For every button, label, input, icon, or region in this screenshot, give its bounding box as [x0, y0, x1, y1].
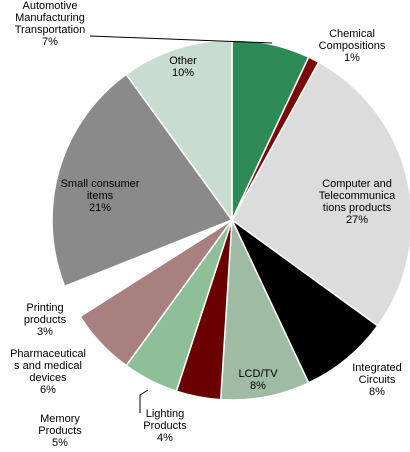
slice-label: Integrated Circuits 8%	[352, 362, 402, 398]
pie-slice	[231, 61, 410, 327]
category-name: Lighting Products	[143, 408, 187, 432]
slice-label: Other 10%	[169, 55, 197, 79]
category-name: Memory Products	[38, 413, 82, 437]
slice-label: Chemical Compositions 1%	[319, 28, 386, 64]
value-label: 8%	[250, 380, 266, 392]
value-label: 7%	[42, 36, 58, 48]
leader-line	[89, 35, 273, 44]
pie-slice	[231, 219, 379, 384]
value-label: 3%	[37, 326, 53, 338]
value-label: 10%	[171, 67, 195, 79]
pie-slice	[51, 73, 234, 288]
category-name: Small consumer items	[60, 178, 140, 202]
slice-label: Pharmaceutical s and medical devices 6%	[10, 348, 86, 396]
value-label: 4%	[157, 432, 173, 444]
value-label: 1%	[344, 52, 360, 64]
value-label: 21%	[88, 202, 112, 214]
category-name: Automotive Manufacturing Transportation	[14, 0, 86, 36]
category-name: Computer and Telecommunica tions product…	[318, 178, 396, 214]
category-name: Printing products	[23, 302, 67, 326]
slice-label: Printing products 3%	[24, 302, 66, 338]
slice-label: Memory Products 5%	[38, 413, 81, 449]
slice-label: Small consumer items 21%	[61, 178, 140, 214]
slice-label: Automotive Manufacturing Transportation 7…	[15, 0, 86, 48]
value-label: 27%	[345, 214, 369, 226]
value-label: 6%	[40, 384, 56, 396]
slice-label: LCD/TV 8%	[238, 368, 277, 392]
slice-label: Lighting Products 4%	[143, 408, 186, 444]
category-name: Integrated Circuits	[352, 362, 402, 386]
category-name: Chemical Compositions	[318, 28, 386, 52]
leader-line	[139, 389, 149, 413]
value-label: 8%	[369, 386, 385, 398]
value-label: 5%	[52, 437, 68, 449]
category-name: LCD/TV	[238, 368, 278, 380]
slice-label: Computer and Telecommunica tions product…	[319, 178, 395, 226]
pie-slice	[219, 219, 310, 401]
pie-slice	[125, 39, 233, 223]
category-name: Other	[169, 55, 197, 67]
category-name: Pharmaceutical s and medical devices	[10, 348, 86, 384]
